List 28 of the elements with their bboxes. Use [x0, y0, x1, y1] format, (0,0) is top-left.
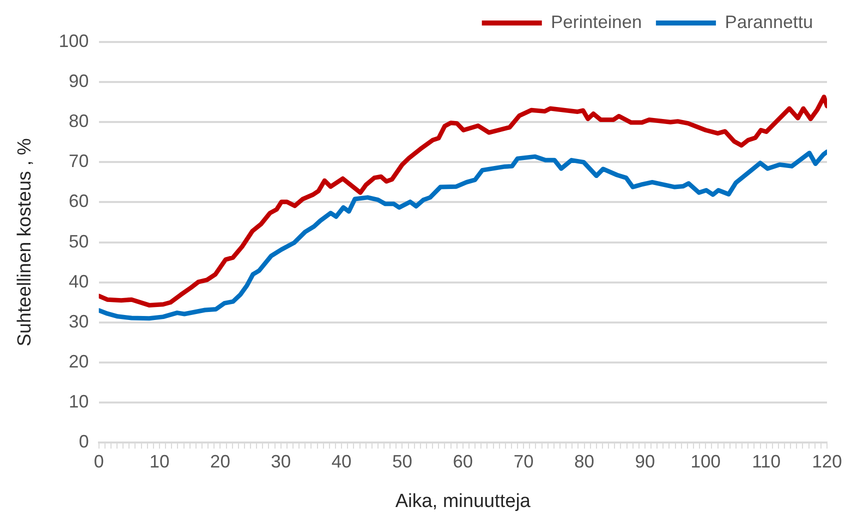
y-tick-label: 0	[78, 432, 89, 452]
y-tick-label: 40	[68, 271, 89, 292]
y-axis-title: Suhteellinen kosteus , %	[14, 138, 36, 346]
y-tick-label: 50	[68, 231, 89, 252]
y-tick-label: 60	[68, 191, 89, 212]
y-tick-label: 70	[68, 151, 89, 172]
x-tick-label: 30	[270, 451, 291, 472]
y-tick-label: 20	[68, 351, 89, 372]
x-tick-label: 0	[94, 451, 104, 472]
y-tick-label: 10	[68, 392, 89, 412]
x-tick-label: 10	[149, 451, 170, 472]
x-tick-label: 40	[332, 451, 352, 472]
x-axis-title: Aika, minuutteja	[395, 490, 531, 512]
y-tick-label: 100	[58, 30, 89, 51]
y-tick-label: 80	[68, 111, 89, 132]
legend-label: Parannettu	[724, 12, 814, 32]
x-tick-label: 20	[210, 451, 230, 472]
x-tick-label: 80	[574, 451, 594, 472]
legend-label: Perinteinen	[550, 12, 642, 32]
x-tick-label: 110	[752, 451, 781, 472]
x-tick-label: 50	[392, 451, 412, 472]
x-tick-label: 100	[690, 451, 721, 472]
y-tick-label: 30	[68, 311, 89, 332]
x-tick-label: 60	[452, 451, 473, 472]
x-tick-label: 70	[514, 451, 534, 472]
x-tick-label: 90	[634, 451, 655, 472]
y-tick-label: 90	[68, 71, 89, 92]
x-tick-label: 120	[812, 451, 842, 472]
